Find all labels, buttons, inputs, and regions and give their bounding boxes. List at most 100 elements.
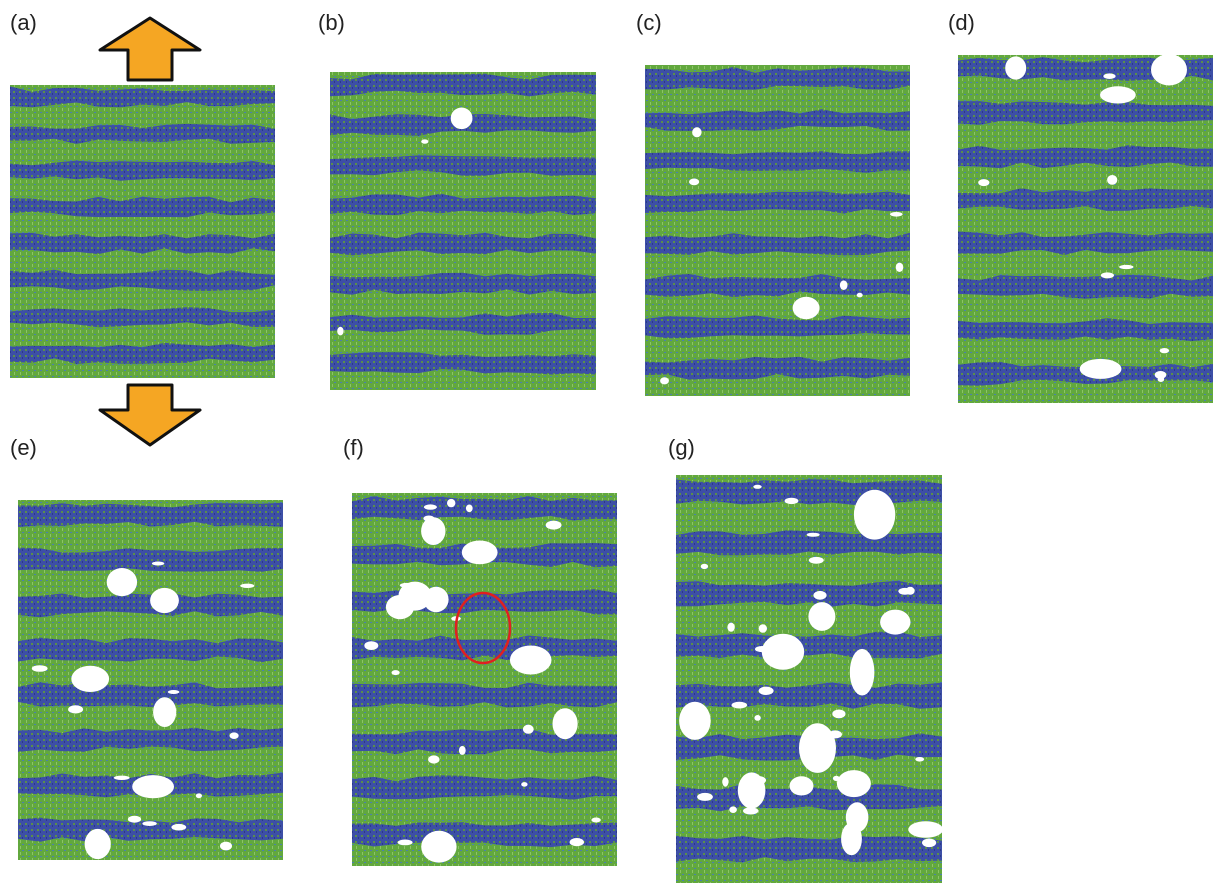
void — [784, 497, 799, 505]
void — [1154, 371, 1167, 379]
void — [808, 556, 824, 564]
void — [799, 723, 836, 773]
void — [391, 670, 400, 676]
void — [692, 127, 702, 138]
blue-layer — [958, 145, 1213, 169]
void — [792, 296, 820, 320]
panel-label: (f) — [343, 435, 364, 460]
blue-layer — [676, 682, 942, 709]
blue-layer — [352, 728, 617, 755]
void — [569, 838, 584, 847]
blue-layer — [10, 160, 275, 181]
tension-arrow-down — [98, 383, 202, 447]
void — [839, 280, 848, 291]
void — [195, 793, 202, 799]
void — [521, 782, 528, 787]
void — [151, 561, 165, 566]
panel-label: (a) — [10, 10, 37, 35]
blue-layer — [645, 191, 910, 214]
void — [758, 624, 767, 633]
void — [428, 755, 440, 764]
void — [545, 520, 562, 530]
void — [743, 807, 759, 815]
void — [722, 777, 729, 787]
blue-layer — [352, 682, 617, 708]
blue-layer — [18, 502, 283, 527]
simulation-snapshot — [18, 500, 283, 860]
void — [84, 828, 111, 860]
blue-layer — [352, 496, 617, 521]
void — [106, 568, 138, 597]
void — [153, 697, 177, 727]
simulation-snapshot — [958, 55, 1213, 403]
void — [836, 770, 871, 798]
void — [71, 665, 110, 693]
void — [132, 775, 175, 799]
void — [849, 648, 875, 696]
blue-layer — [18, 547, 283, 572]
void — [423, 515, 435, 522]
blue-layer — [676, 631, 942, 659]
blue-layer — [10, 269, 275, 291]
void — [806, 532, 820, 537]
void — [450, 107, 473, 130]
void — [447, 498, 456, 508]
highlight-circle — [454, 591, 512, 665]
void — [423, 504, 437, 510]
void — [758, 686, 774, 695]
blue-layer — [645, 356, 910, 380]
void — [1159, 348, 1170, 354]
void — [397, 839, 413, 846]
void — [240, 583, 255, 588]
void — [421, 830, 457, 863]
blue-layer — [352, 775, 617, 800]
void — [421, 517, 446, 545]
void — [68, 705, 84, 714]
void — [813, 590, 827, 600]
void — [832, 709, 846, 719]
void — [1119, 264, 1134, 270]
panel-label: (c) — [636, 10, 662, 35]
void — [922, 838, 937, 848]
panel-label: (g) — [668, 435, 695, 460]
void — [754, 715, 761, 721]
void — [458, 745, 466, 755]
blue-layer — [10, 123, 275, 144]
blue-layer — [18, 637, 283, 663]
void — [753, 484, 762, 489]
void — [729, 806, 737, 813]
simulation-snapshot — [645, 65, 910, 396]
simulation-snapshot — [352, 493, 617, 866]
blue-layer — [352, 635, 617, 661]
void — [700, 563, 709, 570]
blue-layer — [330, 272, 596, 295]
blue-layer — [958, 318, 1213, 342]
blue-layer — [645, 67, 910, 90]
void — [978, 179, 990, 187]
void — [150, 587, 179, 614]
blue-layer — [676, 835, 942, 863]
blue-layer — [330, 73, 596, 97]
void — [1079, 358, 1122, 379]
simulation-snapshot — [330, 72, 596, 390]
void — [461, 540, 498, 565]
void — [679, 701, 711, 740]
void — [727, 622, 735, 632]
void — [755, 646, 770, 653]
panels: (a) (b) (c) (d) (e) (f) (g) — [10, 10, 1213, 883]
void — [465, 504, 473, 513]
blue-layer — [330, 232, 596, 256]
void — [731, 701, 748, 709]
void — [113, 775, 130, 780]
void — [1100, 86, 1136, 104]
blue-layer — [10, 232, 275, 255]
blue-layer — [676, 479, 942, 506]
void — [750, 776, 767, 785]
void — [167, 690, 180, 694]
void — [895, 262, 904, 272]
void — [697, 792, 713, 801]
void — [364, 641, 379, 650]
blue-layer — [330, 352, 596, 375]
blue-layer — [958, 274, 1213, 299]
void — [660, 377, 669, 385]
